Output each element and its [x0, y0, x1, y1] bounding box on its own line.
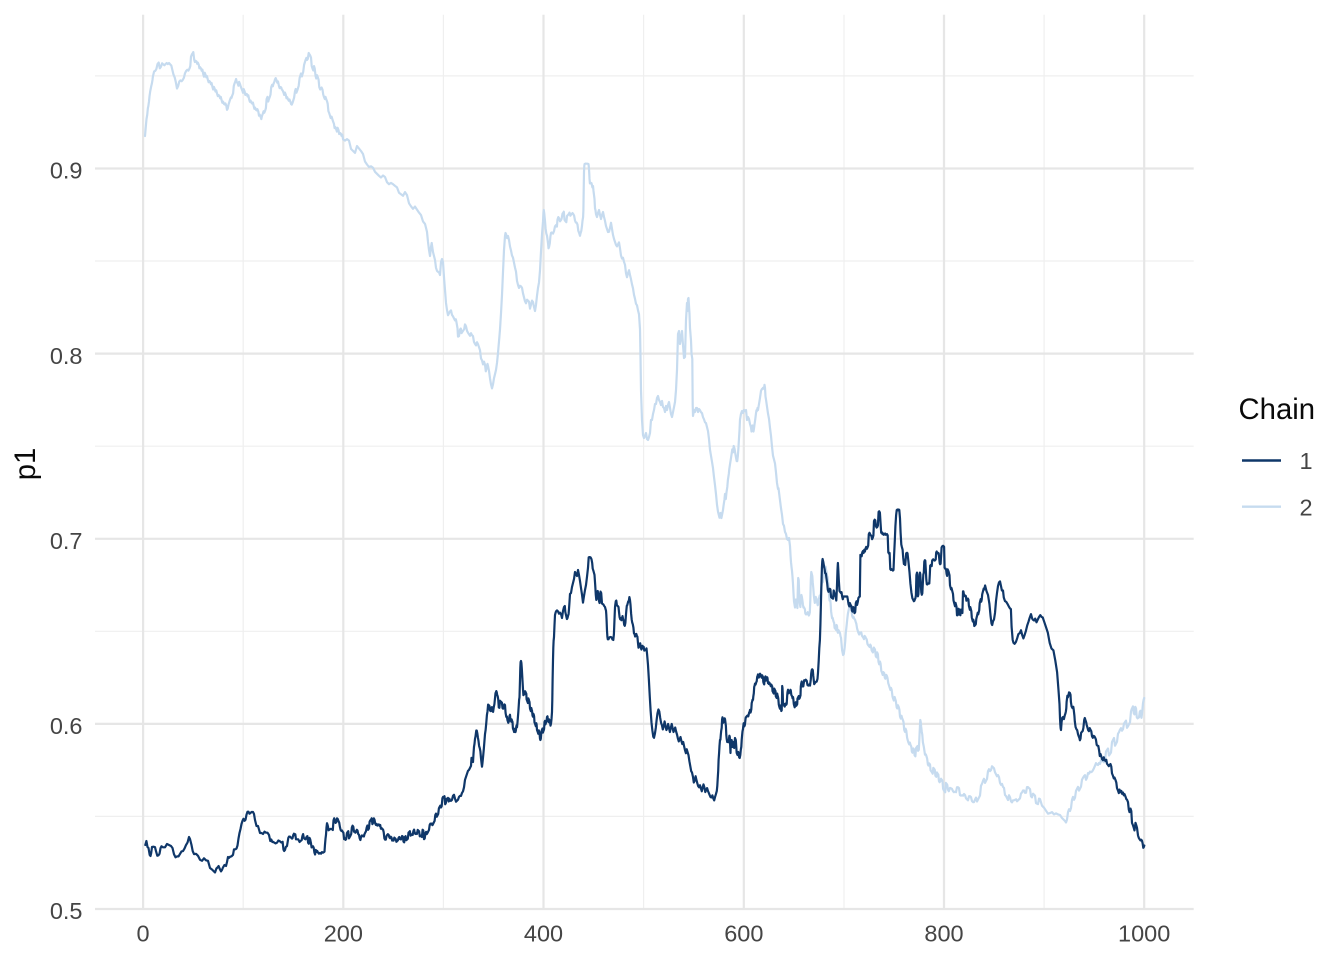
svg-text:600: 600	[724, 921, 763, 947]
svg-text:0.7: 0.7	[50, 528, 83, 554]
svg-text:400: 400	[524, 921, 563, 947]
svg-text:200: 200	[324, 921, 363, 947]
svg-text:2: 2	[1300, 494, 1313, 520]
svg-text:1000: 1000	[1118, 921, 1170, 947]
svg-text:Chain: Chain	[1239, 393, 1316, 426]
svg-text:0.9: 0.9	[50, 158, 83, 184]
svg-text:0: 0	[137, 921, 150, 947]
svg-text:0.6: 0.6	[50, 713, 83, 739]
svg-text:1: 1	[1300, 448, 1313, 474]
svg-text:0.8: 0.8	[50, 343, 83, 369]
svg-text:0.5: 0.5	[50, 898, 83, 924]
svg-text:800: 800	[924, 921, 963, 947]
svg-text:p1: p1	[9, 448, 42, 481]
